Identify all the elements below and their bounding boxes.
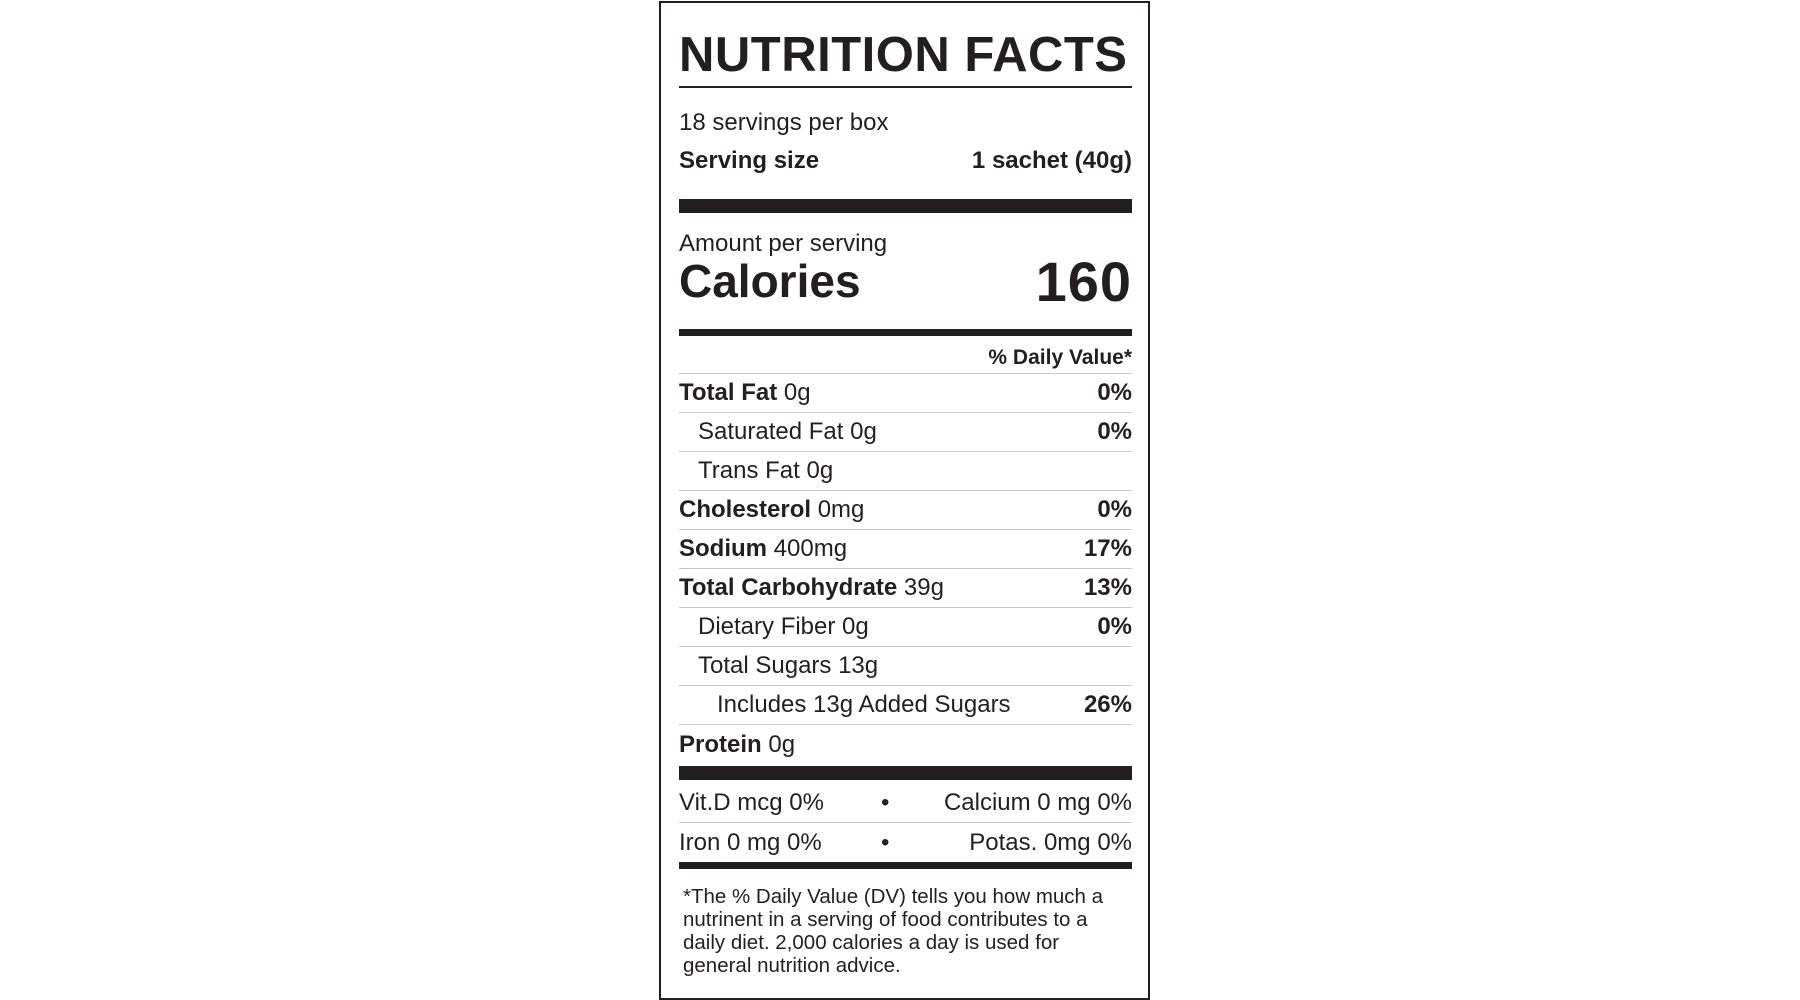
nutrient-amount: 39g (903, 574, 944, 601)
calories-value: 160 (1035, 249, 1132, 313)
amount-per-serving-text: Amount per serving (679, 230, 888, 257)
nutrient-amount: 0g (842, 613, 869, 640)
nutrient-row: Saturated Fat 0g 0% (679, 413, 1132, 452)
serving-size-value: 1 sachet (40g) (971, 147, 1132, 174)
nutrient-name: Includes 13g Added Sugars (717, 691, 1011, 718)
amount-per-serving: Amount per serving (679, 230, 1132, 258)
nutrient-name: Total Fat (679, 379, 778, 406)
nutrient-amount: 0g (768, 730, 796, 758)
nutrient-name: Sodium (679, 535, 767, 562)
daily-value-header: % Daily Value* (679, 343, 1132, 374)
vitamin-row: Iron 0 mg 0% • Potas. 0mg 0% (679, 823, 1132, 862)
serving-size-row: Serving size 1 sachet (40g) (679, 146, 1132, 176)
daily-value-header-text: % Daily Value* (988, 346, 1132, 369)
nutrient-label: Total Carbohydrate 39g (679, 574, 944, 602)
nutrient-name: Total Sugars (698, 652, 832, 679)
nutrient-amount: 0g (783, 379, 811, 406)
nutrient-amount: 13g (838, 652, 879, 679)
nutrient-name: Cholesterol (679, 496, 812, 523)
nutrient-name: Total Carbohydrate (679, 574, 898, 601)
bullet: • (881, 789, 890, 816)
nutrient-row: Cholesterol 0mg 0% (679, 491, 1132, 530)
nutrient-daily-value: 0% (1097, 418, 1132, 445)
medium-divider (679, 329, 1132, 336)
servings-per-container: 18 servings per box (679, 108, 1132, 138)
vitamin-left: Iron 0 mg 0% (679, 828, 822, 856)
thick-divider (679, 766, 1132, 780)
nutrient-name: Dietary Fiber (698, 613, 836, 640)
nutrient-amount: 0mg (817, 496, 865, 523)
thick-divider (679, 199, 1132, 213)
nutrient-row: Protein 0g (679, 725, 1132, 764)
nutrient-label: Includes 13g Added Sugars (717, 691, 1011, 719)
label-title: NUTRITION FACTS (679, 28, 1128, 82)
vitamin-right: Calcium 0 mg 0% (943, 789, 1132, 816)
serving-size-label: Serving size (679, 147, 820, 174)
nutrient-amount: 0g (806, 457, 834, 484)
nutrient-row: Total Fat 0g 0% (679, 374, 1132, 413)
nutrient-label: Sodium 400mg (679, 535, 847, 563)
nutrient-row: Includes 13g Added Sugars 26% (679, 686, 1132, 725)
nutrient-label: Protein 0g (679, 731, 795, 759)
nutrient-label: Total Fat 0g (679, 379, 811, 407)
nutrient-daily-value: 0% (1097, 379, 1132, 406)
nutrient-daily-value: 0% (1097, 496, 1132, 523)
calories-row: Calories 160 (679, 250, 1132, 313)
nutrient-row: Trans Fat 0g (679, 452, 1132, 491)
nutrient-daily-value: 13% (1083, 574, 1132, 601)
medium-divider (679, 862, 1132, 869)
nutrient-daily-value: 17% (1083, 535, 1132, 562)
bullet: • (881, 828, 890, 856)
nutrient-row: Sodium 400mg 17% (679, 530, 1132, 569)
nutrient-amount: 0g (850, 418, 877, 445)
vitamin-right: Potas. 0mg 0% (969, 828, 1132, 856)
nutrition-facts-label: NUTRITION FACTS 18 servings per box Serv… (659, 1, 1150, 1000)
divider (679, 86, 1132, 88)
servings-text: 18 servings per box (679, 109, 889, 136)
nutrient-name: Trans Fat (698, 457, 800, 484)
nutrient-name: Saturated Fat (698, 418, 844, 445)
nutrient-row: Dietary Fiber 0g 0% (679, 608, 1132, 647)
nutrient-row: Total Sugars 13g (679, 647, 1132, 686)
nutrient-label: Dietary Fiber 0g (698, 613, 869, 641)
footnote: *The % Daily Value (DV) tells you how mu… (683, 885, 1104, 977)
nutrient-daily-value: 0% (1097, 613, 1132, 640)
nutrient-label: Trans Fat 0g (698, 457, 833, 485)
calories-label: Calories (679, 255, 861, 307)
nutrient-amount: 400mg (773, 535, 848, 562)
nutrient-label: Cholesterol 0mg (679, 496, 864, 524)
nutrient-label: Total Sugars 13g (698, 652, 878, 680)
nutrient-daily-value: 26% (1083, 691, 1132, 718)
vitamin-left: Vit.D mcg 0% (679, 789, 824, 816)
nutrient-label: Saturated Fat 0g (698, 418, 877, 446)
nutrient-name: Protein (679, 730, 762, 758)
vitamin-row: Vit.D mcg 0% • Calcium 0 mg 0% (679, 784, 1132, 823)
nutrient-row: Total Carbohydrate 39g 13% (679, 569, 1132, 608)
